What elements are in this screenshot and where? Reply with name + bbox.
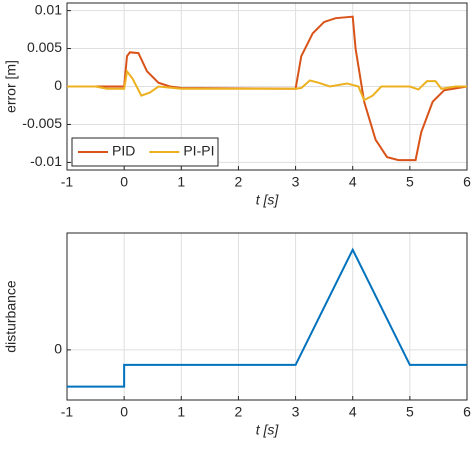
x-tick-label: 1 xyxy=(177,174,185,190)
y-axis-label: error [m] xyxy=(3,60,19,113)
y-tick-label: -0.01 xyxy=(30,153,62,169)
y-tick-label: 0.005 xyxy=(27,39,62,55)
y-tick-label: 0.01 xyxy=(35,1,62,17)
x-tick-label: 3 xyxy=(292,174,300,190)
x-tick-label: 2 xyxy=(235,174,243,190)
x-tick-label: 5 xyxy=(406,404,414,420)
data-line xyxy=(67,68,467,102)
x-tick-label: 4 xyxy=(349,404,357,420)
x-tick-label: -1 xyxy=(61,174,74,190)
y-tick-label: -0.005 xyxy=(22,115,62,131)
x-tick-label: 5 xyxy=(406,174,414,190)
x-tick-label: 1 xyxy=(177,404,185,420)
x-tick-label: 4 xyxy=(349,174,357,190)
data-line xyxy=(67,247,467,388)
x-tick-label: 3 xyxy=(292,404,300,420)
x-tick-label: 6 xyxy=(463,404,471,420)
x-tick-label: -1 xyxy=(61,404,74,420)
x-axis-label: t [s] xyxy=(256,422,280,438)
x-tick-label: 2 xyxy=(235,404,243,420)
y-tick-label: 0 xyxy=(54,77,62,93)
legend-label: PID xyxy=(112,143,135,159)
legend-label: PI-PI xyxy=(183,143,214,159)
x-tick-label: 0 xyxy=(120,174,128,190)
x-axis-label: t [s] xyxy=(256,192,280,208)
x-tick-label: 6 xyxy=(463,174,471,190)
x-tick-label: 0 xyxy=(120,404,128,420)
plot-box xyxy=(66,232,468,401)
legend: PID PI-PI xyxy=(71,137,219,167)
data-line xyxy=(67,15,468,162)
y-axis-label: disturbance xyxy=(3,280,19,353)
y-tick-label: 0 xyxy=(54,341,62,357)
